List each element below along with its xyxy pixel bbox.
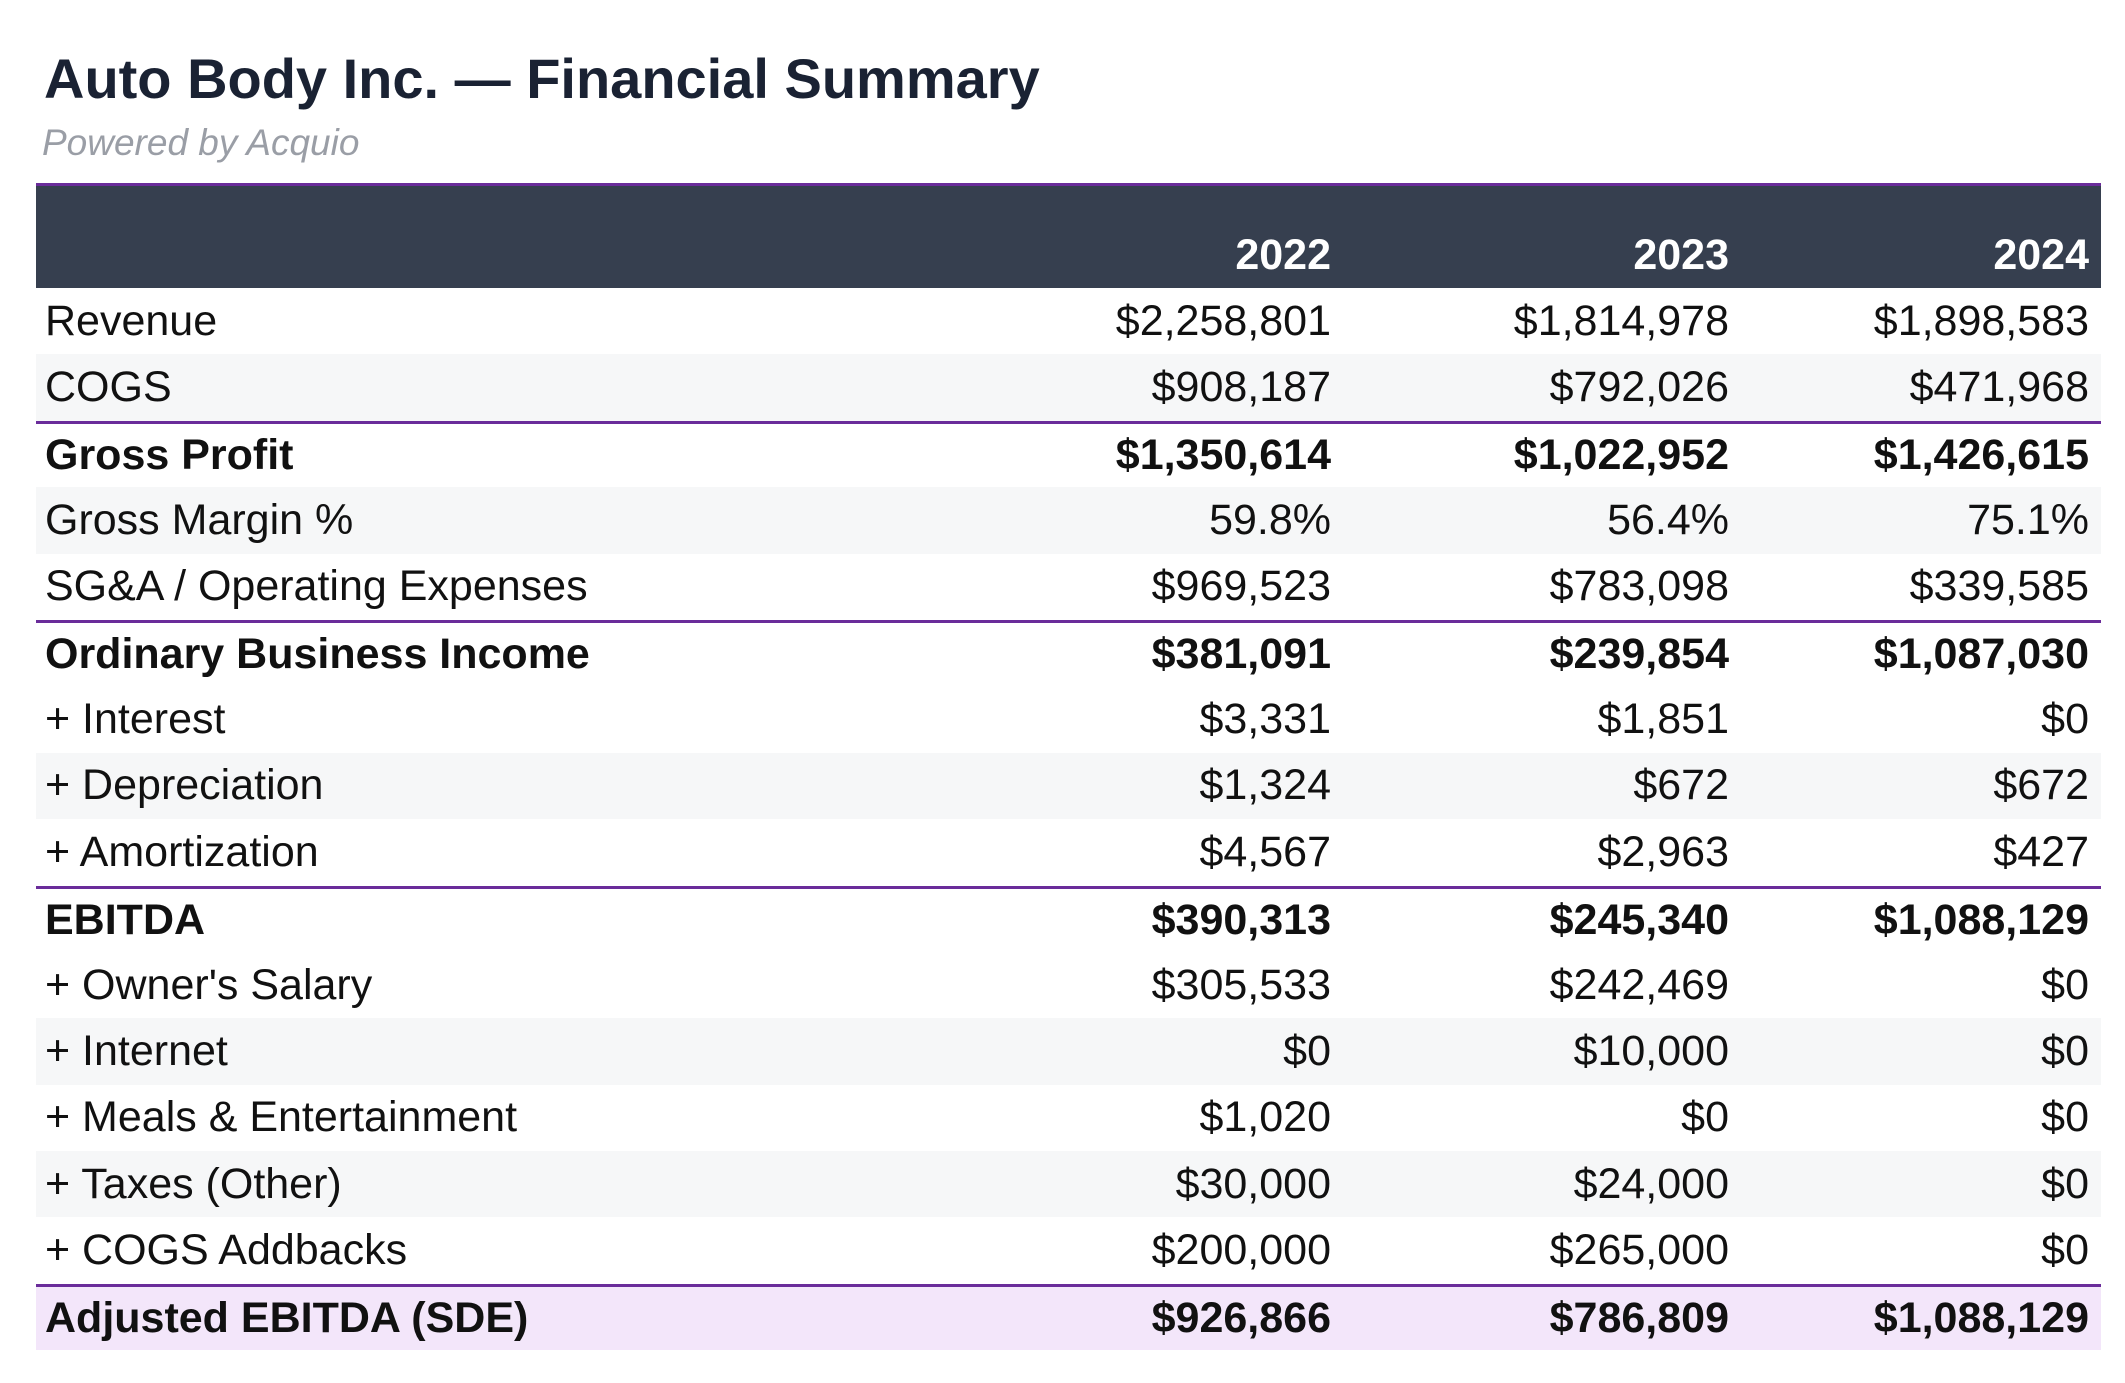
value-2023: $1,814,978 (1513, 296, 1729, 345)
row-label: + Amortization (45, 827, 319, 876)
value-2023: $792,026 (1549, 363, 1729, 412)
value-2023: $10,000 (1573, 1026, 1729, 1075)
value-2024: $0 (2041, 1093, 2089, 1142)
row-label: Gross Margin % (45, 495, 354, 544)
value-2023: $242,469 (1549, 960, 1729, 1009)
value-2022: $390,313 (1151, 895, 1331, 944)
table-row-amortization: + Amortization $4,567 $2,963 $427 (36, 819, 2101, 885)
value-2022: $3,331 (1199, 695, 1331, 744)
value-2022: $2,258,801 (1115, 296, 1331, 345)
page-title: Auto Body Inc. — Financial Summary (44, 47, 1040, 110)
table-row-revenue: Revenue $2,258,801 $1,814,978 $1,898,583 (36, 288, 2101, 354)
value-2022: $1,324 (1199, 761, 1331, 810)
table-row-cogs: COGS $908,187 $792,026 $471,968 (36, 354, 2101, 421)
value-2022: $30,000 (1175, 1159, 1331, 1208)
value-2024: $471,968 (1909, 363, 2089, 412)
value-2024: 75.1% (1967, 495, 2089, 544)
value-2022: $908,187 (1151, 363, 1331, 412)
value-2023: $0 (1681, 1093, 1729, 1142)
value-2023: $2,963 (1597, 827, 1729, 876)
row-label: + Interest (45, 695, 226, 744)
value-2023: $786,809 (1549, 1294, 1729, 1343)
table-row-owners-salary: + Owner's Salary $305,533 $242,469 $0 (36, 952, 2101, 1018)
row-label: SG&A / Operating Expenses (45, 562, 588, 611)
table-row-taxes-other: + Taxes (Other) $30,000 $24,000 $0 (36, 1151, 2101, 1218)
table-row-depreciation: + Depreciation $1,324 $672 $672 (36, 752, 2101, 820)
value-2024: $0 (2041, 1226, 2089, 1275)
value-2023: $245,340 (1549, 895, 1729, 944)
header-year-2024: 2024 (1993, 231, 2089, 279)
table-row-ebitda: EBITDA $390,313 $245,340 $1,088,129 (36, 885, 2101, 952)
page-subtitle: Powered by Acquio (42, 122, 360, 163)
row-label: + Owner's Salary (45, 960, 373, 1009)
value-2023: $24,000 (1573, 1159, 1729, 1208)
table-row-meals-entertainment: + Meals & Entertainment $1,020 $0 $0 (36, 1085, 2101, 1151)
row-label: Ordinary Business Income (45, 630, 590, 679)
row-label: + Depreciation (45, 761, 324, 810)
row-label: COGS (45, 363, 172, 412)
header-year-2023: 2023 (1633, 231, 1729, 279)
value-2022: $969,523 (1151, 562, 1331, 611)
value-2022: $4,567 (1199, 827, 1331, 876)
table-row-gross-profit: Gross Profit $1,350,614 $1,022,952 $1,42… (36, 420, 2101, 487)
value-2024: $1,426,615 (1873, 430, 2089, 479)
value-2023: $672 (1633, 761, 1729, 810)
row-label: Revenue (45, 296, 218, 345)
value-2024: $427 (1993, 827, 2089, 876)
value-2022: $305,533 (1151, 960, 1331, 1009)
value-2023: $1,851 (1597, 695, 1729, 744)
table-row-cogs-addbacks: + COGS Addbacks $200,000 $265,000 $0 (36, 1217, 2101, 1283)
header-year-2022: 2022 (1235, 231, 1331, 279)
table-row-interest: + Interest $3,331 $1,851 $0 (36, 686, 2101, 752)
row-label: + Internet (45, 1026, 228, 1075)
value-2024: $0 (2041, 695, 2089, 744)
table-row-internet: + Internet $0 $10,000 $0 (36, 1018, 2101, 1085)
value-2024: $0 (2041, 1026, 2089, 1075)
value-2024: $1,087,030 (1873, 630, 2089, 679)
value-2024: $1,898,583 (1873, 296, 2089, 345)
value-2024: $1,088,129 (1873, 895, 2089, 944)
value-2023: $783,098 (1549, 562, 1729, 611)
value-2024: $1,088,129 (1873, 1294, 2089, 1343)
table-row-sga: SG&A / Operating Expenses $969,523 $783,… (36, 554, 2101, 620)
row-label: Gross Profit (45, 430, 294, 479)
value-2023: $265,000 (1549, 1226, 1729, 1275)
table-row-adjusted-ebitda: Adjusted EBITDA (SDE) $926,866 $786,809 … (36, 1283, 2101, 1351)
row-label: + COGS Addbacks (45, 1226, 408, 1275)
value-2022: 59.8% (1209, 495, 1331, 544)
row-label: EBITDA (45, 895, 206, 944)
value-2024: $0 (2041, 1159, 2089, 1208)
value-2024: $672 (1993, 761, 2089, 810)
value-2022: $1,020 (1199, 1093, 1331, 1142)
table-row-ordinary-business-income: Ordinary Business Income $381,091 $239,8… (36, 619, 2101, 686)
value-2024: $0 (2041, 960, 2089, 1009)
financial-table: 2022 2023 2024 Revenue $2,258,801 $1,814… (36, 183, 2101, 1351)
value-2022: $381,091 (1151, 630, 1331, 679)
row-label: + Taxes (Other) (45, 1159, 342, 1208)
value-2022: $0 (1283, 1026, 1331, 1075)
row-label: + Meals & Entertainment (45, 1093, 518, 1142)
value-2022: $926,866 (1151, 1294, 1331, 1343)
value-2023: $239,854 (1549, 630, 1729, 679)
value-2022: $200,000 (1151, 1226, 1331, 1275)
table-header-row: 2022 2023 2024 (36, 186, 2101, 288)
value-2024: $339,585 (1909, 562, 2089, 611)
value-2023: $1,022,952 (1513, 430, 1729, 479)
value-2022: $1,350,614 (1115, 430, 1331, 479)
value-2023: 56.4% (1607, 495, 1729, 544)
table-row-gross-margin: Gross Margin % 59.8% 56.4% 75.1% (36, 487, 2101, 554)
row-label: Adjusted EBITDA (SDE) (45, 1294, 529, 1343)
